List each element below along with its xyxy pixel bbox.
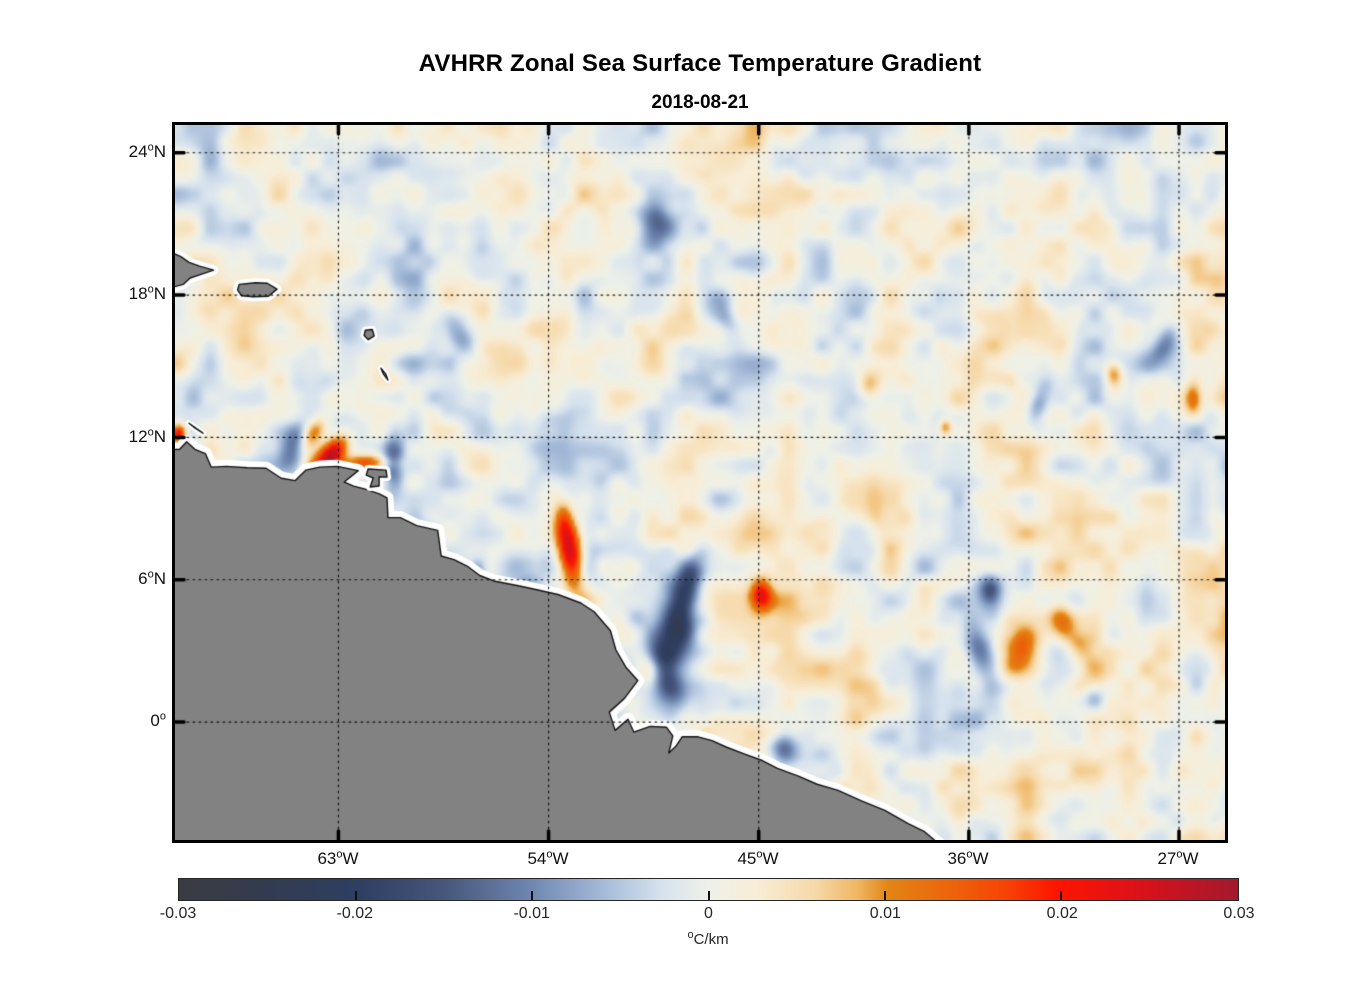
- colorbar-label: 0.02: [1046, 905, 1078, 922]
- x-tick-label: 45oW: [737, 848, 779, 868]
- colorbar: [178, 878, 1239, 901]
- x-tick-label: 36oW: [947, 848, 989, 868]
- chart-title: AVHRR Zonal Sea Surface Temperature Grad…: [418, 50, 982, 77]
- y-tick-label: 24oN: [128, 141, 166, 161]
- y-tick-label: 0o: [150, 710, 166, 730]
- colorbar-tick: [884, 891, 886, 900]
- x-tick-label: 54oW: [527, 848, 569, 868]
- x-tick-label: 27oW: [1157, 848, 1199, 868]
- chart-date-subtitle: 2018-08-21: [651, 92, 749, 113]
- y-tick-label: 18oN: [128, 283, 166, 303]
- colorbar-label: 0.01: [869, 905, 901, 922]
- y-tick-label: 6oN: [138, 568, 166, 588]
- colorbar-tick: [707, 891, 710, 900]
- colorbar-label: 0: [704, 905, 713, 922]
- y-tick-label: 12oN: [128, 426, 166, 446]
- colorbar-label: -0.01: [513, 905, 550, 922]
- sst-gradient-heatmap: [175, 125, 1225, 840]
- x-tick-label: 63oW: [317, 848, 359, 868]
- colorbar-tick: [354, 891, 357, 900]
- colorbar-unit-label: oC/km: [687, 929, 729, 949]
- colorbar-label: -0.02: [336, 905, 374, 922]
- colorbar-tick: [1060, 891, 1063, 900]
- colorbar-label: -0.03: [159, 905, 197, 922]
- map-plot-area: [172, 122, 1228, 843]
- colorbar-label: 0.03: [1223, 905, 1255, 922]
- colorbar-tick: [530, 891, 533, 900]
